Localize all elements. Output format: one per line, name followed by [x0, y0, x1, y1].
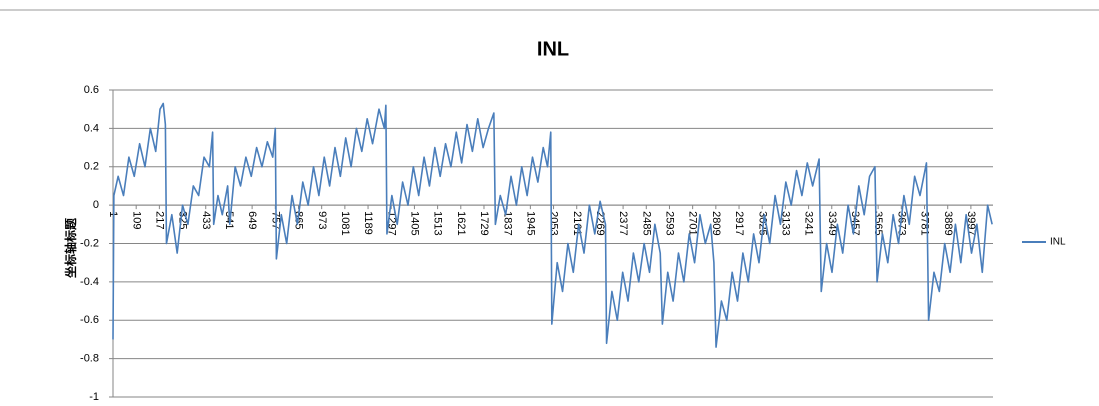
x-tick-label: 2809 — [710, 211, 722, 235]
data-line — [112, 102, 993, 348]
x-tick-label: 2917 — [733, 211, 745, 235]
x-tick-label: 1837 — [501, 211, 513, 235]
x-tick-label: 649 — [246, 211, 258, 229]
x-tick-label: 1189 — [362, 211, 374, 235]
x-tick-label: 3889 — [942, 211, 954, 235]
x-tick-label: 2377 — [617, 211, 629, 235]
x-tick-label: 1405 — [409, 211, 421, 235]
x-tick-label: 3781 — [919, 211, 931, 235]
x-tick-label: 1513 — [432, 211, 444, 235]
x-tick-label: 3241 — [803, 211, 815, 235]
chart-title: INL — [537, 38, 569, 60]
legend-label: INL — [1050, 237, 1066, 248]
x-tick-label: 2593 — [664, 211, 676, 235]
x-tick-label: 3349 — [826, 211, 838, 235]
x-tick-label: 2701 — [687, 211, 699, 235]
x-tick-label: 217 — [153, 211, 165, 229]
y-tick-label: -1 — [89, 391, 99, 403]
x-tick-label: 2053 — [548, 211, 560, 235]
x-tick-label: 1945 — [524, 211, 536, 235]
x-tick-label: 109 — [130, 211, 142, 229]
x-tick-label: 2161 — [571, 211, 583, 235]
x-tick-label: 1081 — [339, 211, 351, 235]
x-tick-label: 1729 — [478, 211, 490, 235]
x-tick-label: 1621 — [455, 211, 467, 235]
y-tick-label: -0.6 — [80, 314, 99, 326]
y-tick-label: 0.4 — [84, 122, 99, 134]
y-tick-label: -0.2 — [80, 237, 99, 249]
y-tick-label: 0.6 — [84, 84, 99, 96]
y-axis-title: 坐标轴标题 — [63, 217, 78, 278]
x-tick-label: 973 — [316, 211, 328, 229]
x-tick-label: 433 — [200, 211, 212, 229]
y-tick-label: 0.2 — [84, 161, 99, 173]
x-tick-label: 2485 — [640, 211, 652, 235]
x-tick-label: 3133 — [779, 211, 791, 235]
x-tick-label: 3565 — [872, 211, 884, 235]
y-tick-label: 0 — [93, 199, 99, 211]
y-tick-label: -0.4 — [80, 276, 99, 288]
y-tick-label: -0.8 — [80, 353, 99, 365]
